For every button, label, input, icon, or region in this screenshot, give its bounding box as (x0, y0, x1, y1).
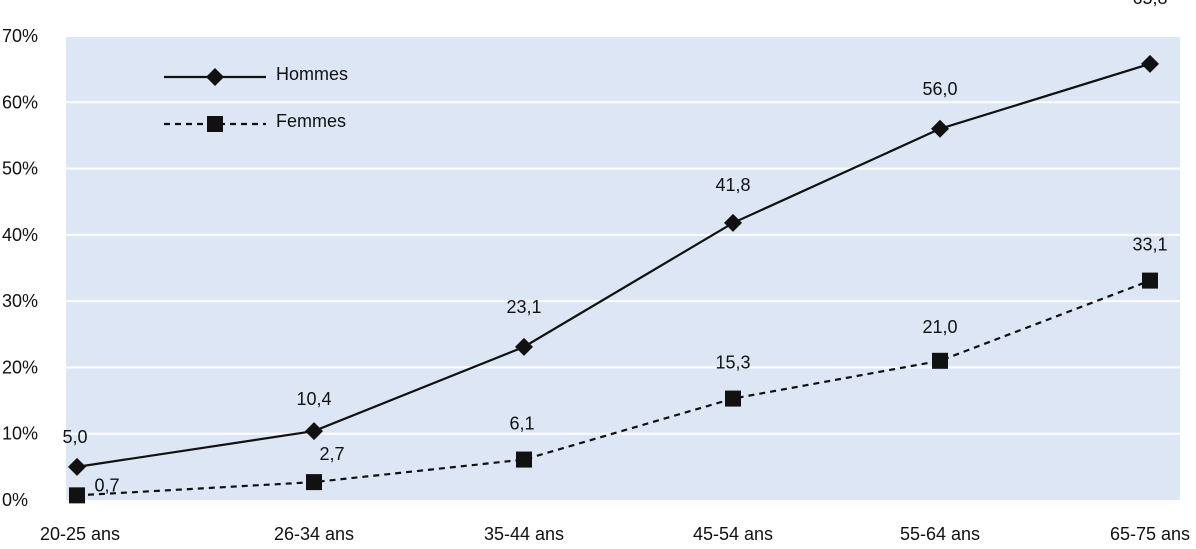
diamond-marker (68, 457, 86, 476)
legend-label: Hommes (276, 64, 348, 84)
square-marker (516, 451, 532, 468)
square-marker (306, 474, 322, 491)
y-tick-label: 20% (2, 357, 38, 377)
diamond-marker (206, 68, 224, 86)
data-label: 10,4 (296, 389, 331, 409)
y-tick-label: 40% (2, 225, 38, 245)
data-label: 6,1 (509, 414, 534, 434)
square-marker (932, 352, 948, 369)
data-label: 56,0 (922, 79, 957, 99)
y-tick-label: 70% (2, 26, 38, 46)
series-hommes: 5,0 10,4 23,1 41,8 56,0 65,8 (62, 0, 1168, 476)
x-tick-label: 45-54 ans (693, 524, 773, 544)
series-line (76, 279, 1151, 497)
y-axis: 0% 10% 20% 30% 40% 50% 60% 70% (2, 26, 38, 510)
data-label: 41,8 (715, 175, 750, 195)
plot-area (66, 36, 1180, 500)
y-tick-label: 50% (2, 159, 38, 179)
grid (66, 35, 1180, 435)
data-label: 0,7 (94, 475, 119, 495)
diamond-marker (515, 337, 533, 356)
x-tick-label: 55-64 ans (900, 524, 980, 544)
y-tick-label: 0% (2, 490, 28, 510)
data-label: 21,0 (922, 317, 957, 337)
square-marker (69, 487, 85, 504)
x-tick-label: 65-75 ans (1110, 524, 1190, 544)
series-femmes: 0,7 2,7 6,1 15,3 21,0 33,1 (69, 235, 1168, 504)
square-marker (725, 390, 741, 407)
data-label: 2,7 (319, 444, 344, 464)
data-label: 23,1 (506, 297, 541, 317)
legend: Hommes Femmes (164, 64, 348, 132)
diamond-marker (1141, 54, 1159, 73)
data-label: 5,0 (62, 427, 87, 447)
legend-item: Hommes (164, 64, 348, 86)
diamond-marker (931, 119, 949, 138)
data-label: 15,3 (715, 353, 750, 373)
diamond-marker (305, 422, 323, 441)
data-label: 33,1 (1132, 235, 1167, 255)
y-tick-label: 60% (2, 92, 38, 112)
legend-label: Femmes (276, 111, 346, 131)
square-marker (207, 116, 223, 132)
data-label: 65,8 (1132, 0, 1167, 8)
x-tick-label: 20-25 ans (40, 524, 120, 544)
x-tick-label: 35-44 ans (484, 524, 564, 544)
y-tick-label: 10% (2, 424, 38, 444)
diamond-marker (724, 213, 742, 232)
series-layer: 5,0 10,4 23,1 41,8 56,0 65,8 0,7 2,7 6,1 15,3 21,0… (62, 0, 1168, 504)
legend-item: Femmes (164, 111, 346, 132)
square-marker (1142, 272, 1158, 289)
x-axis: 20-25 ans 26-34 ans 35-44 ans 45-54 ans 55-6… (40, 524, 1190, 544)
y-tick-label: 30% (2, 291, 38, 311)
series-line (76, 62, 1151, 468)
x-tick-label: 26-34 ans (274, 524, 354, 544)
